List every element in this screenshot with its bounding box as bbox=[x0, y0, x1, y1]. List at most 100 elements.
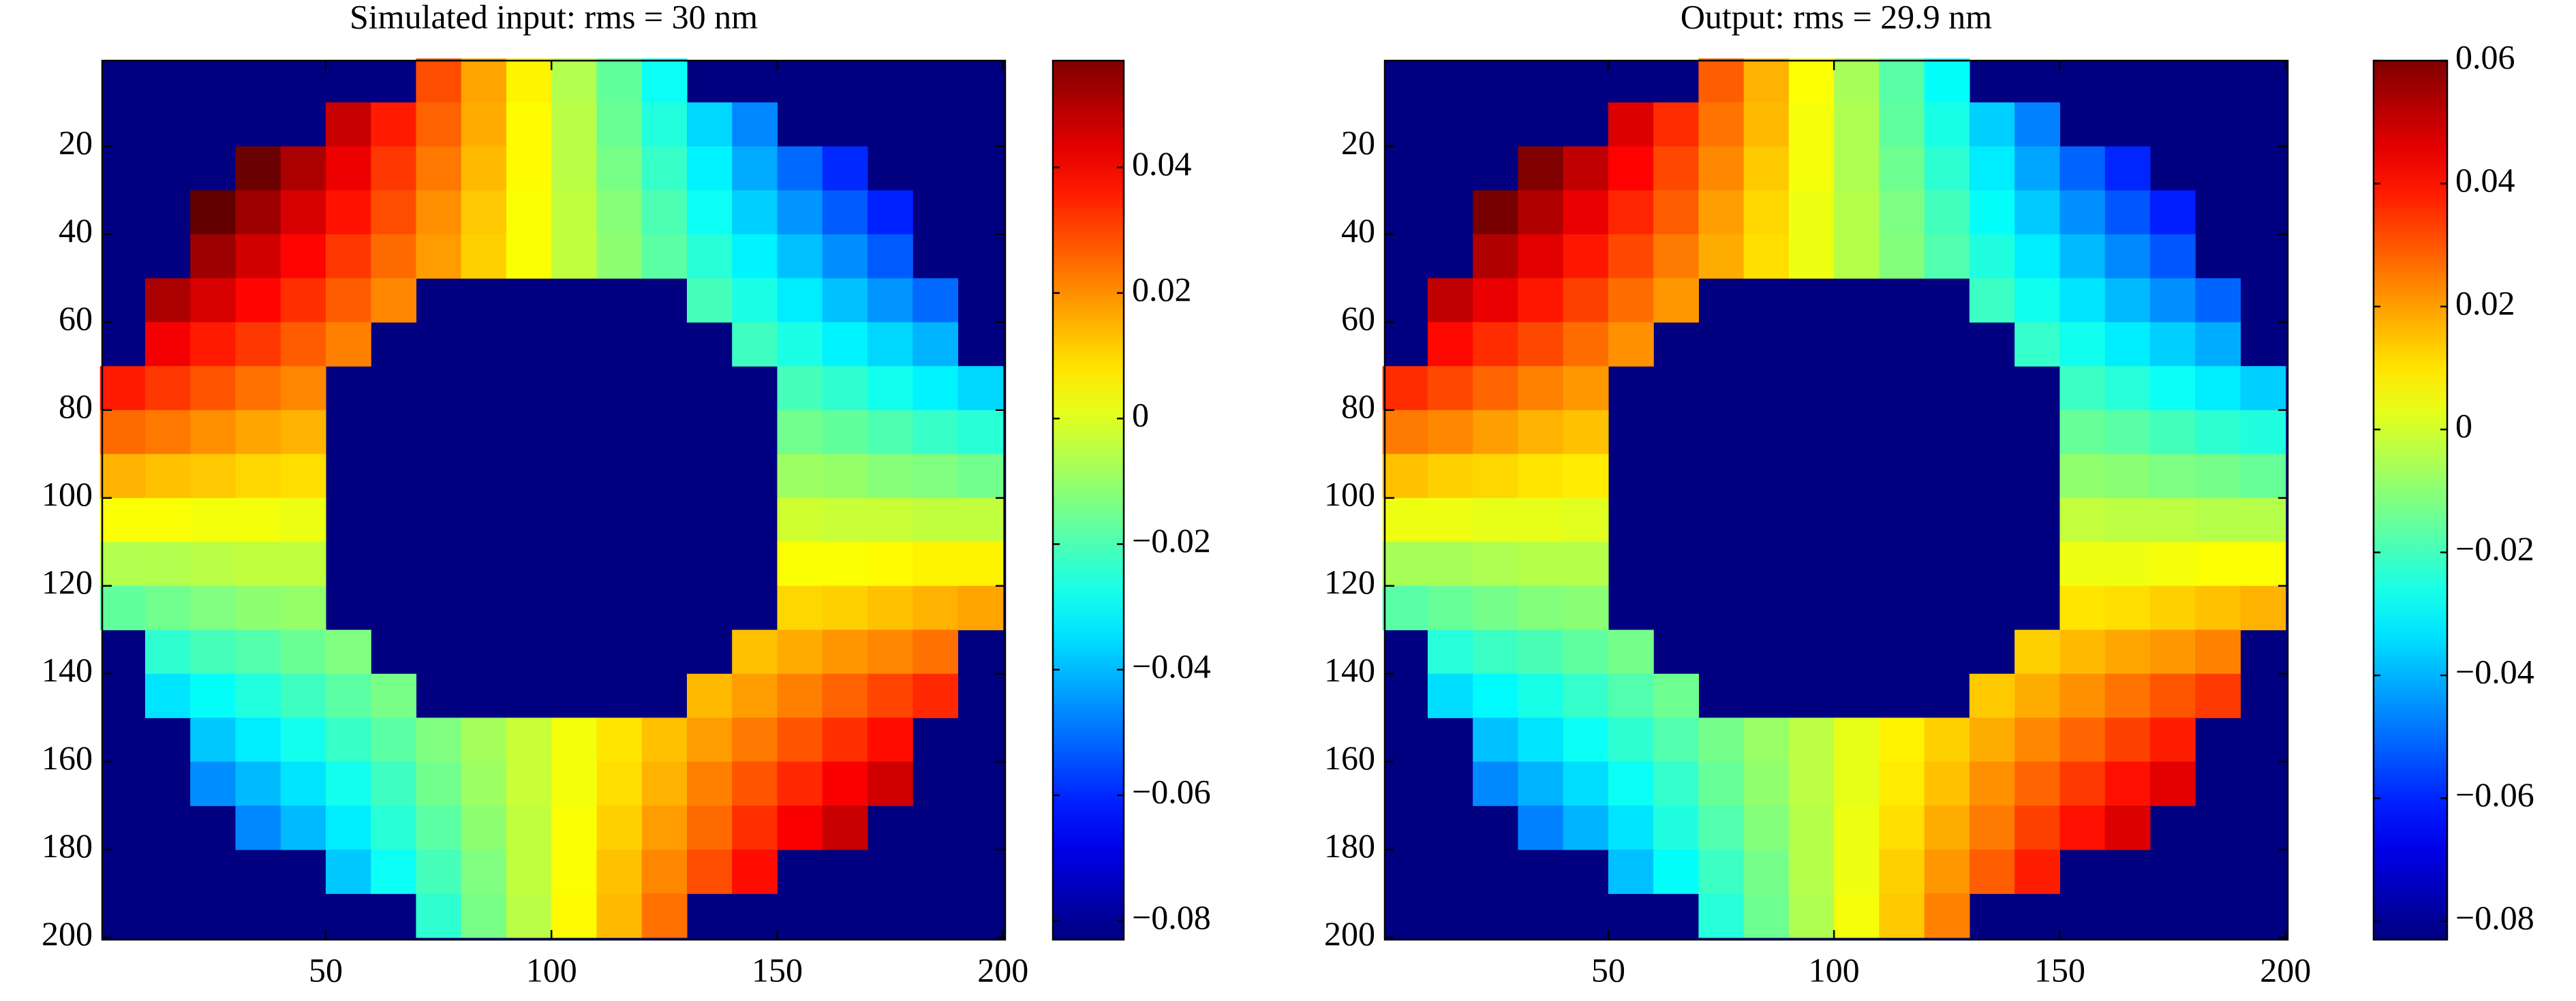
colorbar-tick-label: 0.02 bbox=[2455, 283, 2515, 322]
heat-cell bbox=[2014, 234, 2061, 279]
heat-cell bbox=[2104, 630, 2151, 675]
heat-cell bbox=[1473, 585, 1519, 630]
heat-cell bbox=[99, 497, 146, 542]
heat-cell bbox=[2104, 410, 2151, 455]
heat-cell bbox=[2104, 718, 2151, 763]
heat-cell bbox=[1608, 278, 1654, 323]
heat-cell bbox=[2104, 542, 2151, 587]
heat-cell bbox=[144, 454, 191, 499]
heat-cell bbox=[325, 234, 371, 279]
heat-cell bbox=[777, 234, 823, 279]
heat-cell bbox=[190, 497, 236, 542]
heat-cell bbox=[551, 102, 598, 147]
heat-cell bbox=[551, 146, 598, 191]
heat-cell bbox=[144, 410, 191, 455]
heat-cell bbox=[1834, 849, 1880, 894]
heat-cell bbox=[2059, 322, 2106, 367]
heat-cell bbox=[867, 718, 913, 763]
heat-cell bbox=[144, 322, 191, 367]
colorbar-tick-label: −0.08 bbox=[1132, 898, 1211, 936]
heat-cell bbox=[2059, 673, 2106, 718]
heat-cell bbox=[2149, 454, 2196, 499]
heat-cell bbox=[325, 146, 371, 191]
heat-cell bbox=[371, 805, 417, 850]
heat-cell bbox=[1969, 673, 2015, 718]
heat-cell bbox=[280, 718, 326, 763]
heat-cell bbox=[461, 234, 507, 279]
heat-cell bbox=[2014, 718, 2061, 763]
heat-cell bbox=[2014, 322, 2061, 367]
heat-cell bbox=[506, 805, 552, 850]
heat-cell bbox=[280, 234, 326, 279]
heat-cell bbox=[1698, 893, 1745, 938]
heat-cell bbox=[551, 190, 598, 235]
heat-cell bbox=[777, 410, 823, 455]
heat-cell bbox=[1653, 761, 1700, 806]
heat-cell bbox=[1743, 849, 1790, 894]
heat-cell bbox=[777, 366, 823, 411]
heat-cell bbox=[1473, 366, 1519, 411]
heat-cell bbox=[913, 542, 959, 587]
heat-cell bbox=[2104, 322, 2151, 367]
heat-cell bbox=[641, 190, 688, 235]
heat-cell bbox=[1518, 630, 1564, 675]
heat-cell bbox=[1473, 322, 1519, 367]
heat-cell bbox=[325, 102, 371, 147]
heat-cell bbox=[1563, 585, 1609, 630]
heat-cell bbox=[686, 805, 733, 850]
heat-cell bbox=[2195, 542, 2241, 587]
heat-cell bbox=[1743, 58, 1790, 103]
heat-cell bbox=[1879, 190, 1925, 235]
heat-cell bbox=[190, 585, 236, 630]
heat-cell bbox=[1427, 497, 1473, 542]
heat-cell bbox=[732, 761, 778, 806]
heat-cell bbox=[913, 497, 959, 542]
heat-cell bbox=[461, 58, 507, 103]
colorbar-tick-label: −0.04 bbox=[2455, 653, 2534, 691]
heat-cell bbox=[506, 58, 552, 103]
heat-cell bbox=[1473, 761, 1519, 806]
heat-cell bbox=[235, 146, 281, 191]
heat-cell bbox=[1653, 673, 1700, 718]
heat-cell bbox=[235, 366, 281, 411]
heat-cell bbox=[1698, 805, 1745, 850]
heat-cell bbox=[325, 190, 371, 235]
heat-cell bbox=[1518, 234, 1564, 279]
heat-cell bbox=[913, 454, 959, 499]
heat-cell bbox=[596, 893, 643, 938]
heat-cell bbox=[1653, 146, 1700, 191]
heat-cell bbox=[235, 761, 281, 806]
y-tick-label: 20 bbox=[59, 123, 93, 161]
heat-cell bbox=[867, 234, 913, 279]
heat-cell bbox=[235, 585, 281, 630]
heat-cell bbox=[822, 410, 868, 455]
heat-cell bbox=[1382, 454, 1428, 499]
colorbar-tick-label: 0.04 bbox=[1132, 144, 1192, 183]
heat-cell bbox=[416, 102, 462, 147]
heat-cell bbox=[1473, 234, 1519, 279]
heat-cell bbox=[235, 454, 281, 499]
heat-cell bbox=[1879, 718, 1925, 763]
y-tick-label: 160 bbox=[1324, 739, 1375, 777]
heat-cell bbox=[641, 58, 688, 103]
heat-cell bbox=[1473, 542, 1519, 587]
heat-cell bbox=[1518, 497, 1564, 542]
heat-cell bbox=[1563, 718, 1609, 763]
heat-cell bbox=[280, 761, 326, 806]
heat-cell bbox=[596, 761, 643, 806]
heat-cell bbox=[867, 761, 913, 806]
heat-cell bbox=[1924, 805, 1970, 850]
heat-cell bbox=[1743, 234, 1790, 279]
heat-cell bbox=[1698, 146, 1745, 191]
heat-cell bbox=[2149, 585, 2196, 630]
heat-cell bbox=[1653, 234, 1700, 279]
heat-cell bbox=[1879, 849, 1925, 894]
heat-cell bbox=[2059, 630, 2106, 675]
heat-cell bbox=[1518, 542, 1564, 587]
heat-cell bbox=[1518, 761, 1564, 806]
heat-cell bbox=[2059, 190, 2106, 235]
y-tick-label: 20 bbox=[1341, 123, 1375, 161]
y-tick-label: 200 bbox=[1324, 914, 1375, 953]
heat-cell bbox=[1563, 366, 1609, 411]
heat-cell bbox=[777, 190, 823, 235]
